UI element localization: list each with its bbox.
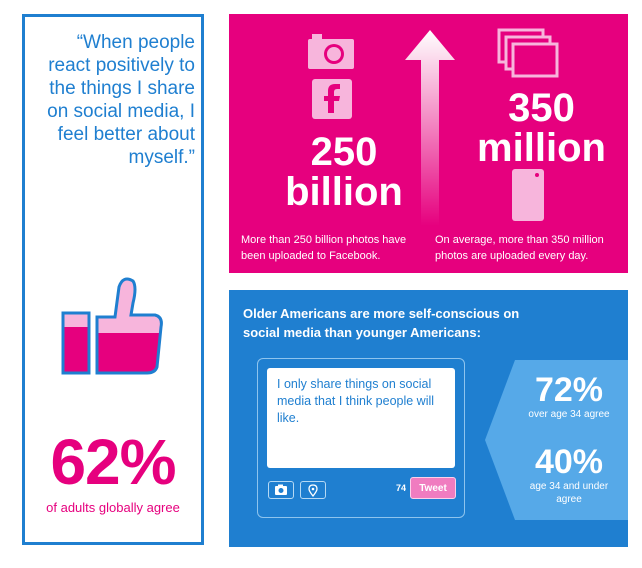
tweet-text-box[interactable]: I only share things on social media that…: [267, 368, 455, 468]
tweet-button[interactable]: Tweet: [410, 477, 456, 499]
phone-icon: [512, 169, 544, 221]
quote-text: “When people react positively to the thi…: [47, 32, 195, 168]
camera-icon: [308, 34, 354, 69]
tweet-compose-card: I only share things on social media that…: [257, 358, 465, 518]
stat-40-value: 40%: [534, 443, 604, 481]
stat-250-caption: More than 250 billion photos have been u…: [241, 234, 407, 262]
location-pin-icon: [308, 484, 318, 498]
stat-62-value: 62%: [50, 426, 176, 498]
stat-40-caption: age 34 and under agree: [529, 481, 609, 505]
stat-350-value: 350 million: [477, 86, 606, 170]
up-arrow-icon: [405, 30, 455, 226]
photos-panel: 250 billion 350 million More than 250 bi…: [229, 14, 628, 273]
stat-350-caption: On average, more than 350 million photos…: [435, 234, 604, 262]
quote-panel: “When people react positively to the thi…: [22, 14, 204, 545]
tweet-camera-button[interactable]: [268, 481, 294, 499]
stat-72-value: 72%: [534, 371, 604, 409]
stat-250-value: 250 billion: [285, 130, 403, 214]
panel-heading: Older Americans are more self-conscious …: [243, 306, 520, 340]
stat-72-caption: over age 34 agree: [528, 409, 610, 420]
thumbs-up-icon: [61, 277, 163, 375]
facebook-icon: [312, 79, 352, 119]
character-count: 74: [395, 483, 406, 493]
stats-arrow-shape: [485, 360, 628, 520]
tweet-location-button[interactable]: [300, 481, 326, 499]
self-conscious-panel: Older Americans are more self-conscious …: [229, 290, 628, 547]
stat-62-caption: of adults globally agree: [46, 500, 180, 515]
camera-icon: [275, 484, 287, 495]
photos-stack-icon: [497, 28, 559, 78]
